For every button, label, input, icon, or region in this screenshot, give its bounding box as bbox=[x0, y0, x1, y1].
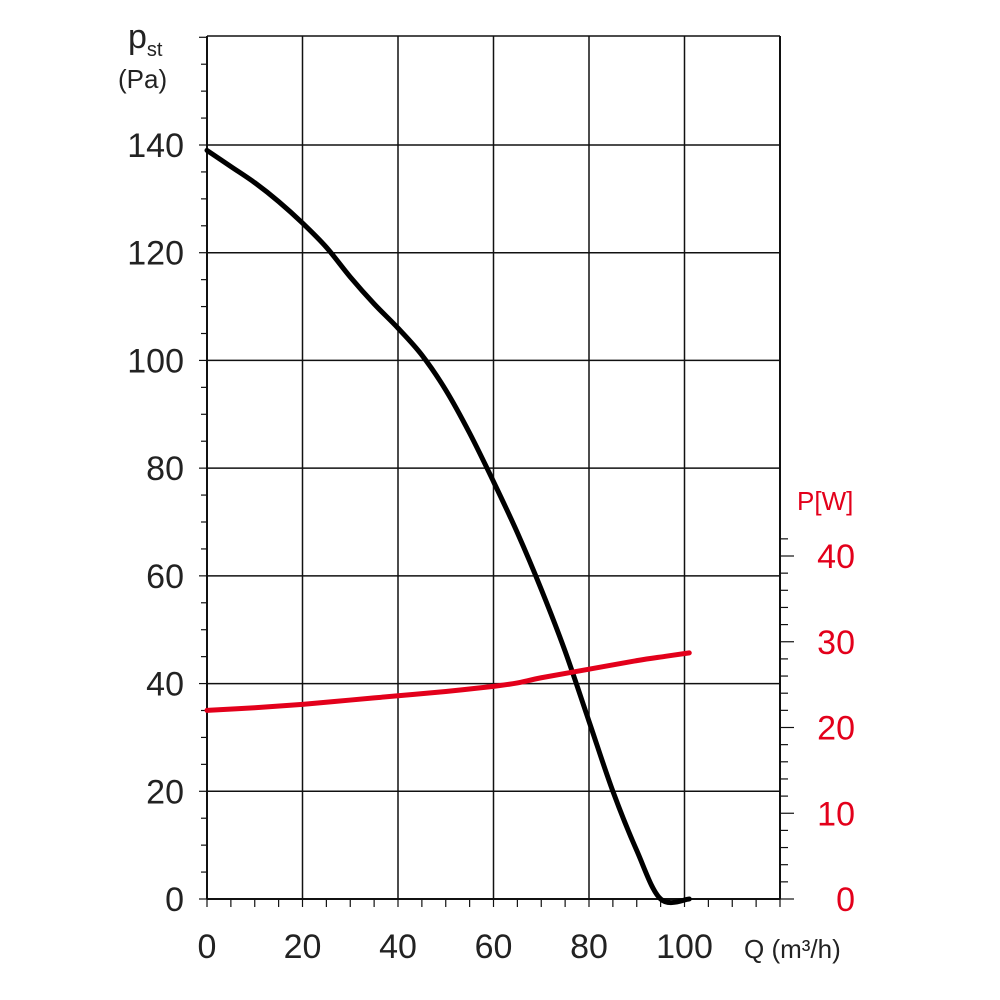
y-tick-label: 100 bbox=[127, 342, 184, 380]
x-tick-label: 0 bbox=[198, 928, 217, 966]
y-axis-title: pst bbox=[128, 18, 163, 61]
y-tick-label: 20 bbox=[146, 773, 184, 811]
x-tick-label: 80 bbox=[570, 928, 608, 966]
tick-labels: 0 20 40 60 80 100 120 140 0 20 40 60 80 100 0 10 20 30 40 bbox=[127, 127, 855, 966]
y-tick-label: 120 bbox=[127, 235, 184, 273]
y-tick-label: 60 bbox=[146, 558, 184, 596]
y-tick-label: 40 bbox=[146, 666, 184, 704]
y-right-tick-label: 40 bbox=[817, 538, 855, 576]
x-tick-label: 20 bbox=[284, 928, 322, 966]
y-right-tick-label: 20 bbox=[817, 710, 855, 748]
power-series-line bbox=[204, 650, 692, 713]
x-tick-label: 100 bbox=[656, 928, 713, 966]
x-tick-label: 60 bbox=[475, 928, 513, 966]
y-right-tick-label: 30 bbox=[817, 624, 855, 662]
y-tick-label: 80 bbox=[146, 450, 184, 488]
y-tick-label: 140 bbox=[127, 127, 184, 165]
x-axis-title: Q (m³/h) bbox=[744, 934, 841, 964]
y-axis-title-sub: st bbox=[147, 39, 163, 61]
y-right-tick-label: 0 bbox=[836, 881, 855, 919]
y-axis-right-title: P[W] bbox=[797, 486, 853, 516]
pressure-series-line bbox=[204, 147, 692, 906]
y-tick-label: 0 bbox=[165, 881, 184, 919]
y-axis-title-main: p bbox=[128, 18, 147, 56]
x-tick-label: 40 bbox=[379, 928, 417, 966]
y-right-tick-label: 10 bbox=[817, 795, 855, 833]
y-axis-unit: (Pa) bbox=[118, 64, 167, 94]
series-layer bbox=[204, 147, 692, 906]
minor-ticks bbox=[199, 36, 794, 907]
grid-lines bbox=[206, 35, 781, 900]
